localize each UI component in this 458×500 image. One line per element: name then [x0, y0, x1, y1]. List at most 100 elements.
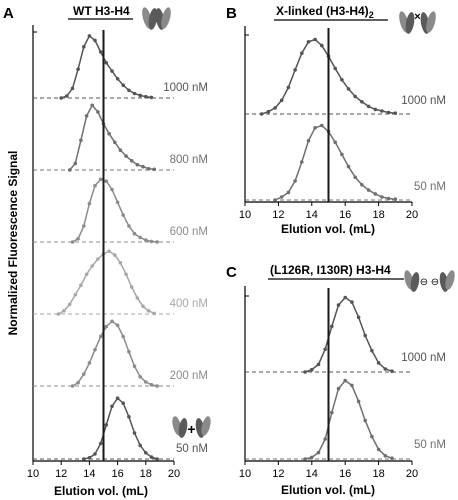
- a-data-point: [155, 457, 159, 461]
- a-data-point: [121, 334, 125, 339]
- a-data-point: [135, 296, 140, 300]
- c-data-point: [303, 370, 307, 374]
- panel-b-title-main: X-linked (H3-H4): [276, 4, 369, 18]
- c-data-point: [343, 295, 348, 300]
- a-data-point: [113, 140, 117, 145]
- repulsion-icon-2: ⊖: [431, 277, 439, 288]
- a-data-point: [84, 272, 89, 277]
- a-series-line: [72, 178, 158, 243]
- a-data-point: [90, 103, 94, 108]
- a-data-point: [149, 239, 154, 244]
- a-data-point: [155, 240, 159, 244]
- a-series-line: [58, 250, 155, 315]
- a-data-point: [87, 201, 92, 206]
- a-series-label: 800 nM: [170, 154, 208, 166]
- c-data-point: [356, 315, 361, 320]
- a-data-point: [110, 69, 114, 73]
- b-data-point: [393, 197, 398, 201]
- a-data-point: [104, 423, 109, 427]
- c-xtick-label: 16: [339, 468, 351, 480]
- c-data-point: [376, 447, 381, 452]
- a-data-point: [121, 401, 125, 406]
- a-data-point: [87, 361, 92, 365]
- b-data-point: [346, 87, 351, 91]
- a-data-point: [56, 312, 61, 316]
- plus-icon: +: [187, 421, 195, 437]
- a-data-point: [82, 224, 86, 228]
- panel-b-xticks: 10 12 14 16 18 20: [239, 202, 418, 221]
- a-data-point: [82, 372, 86, 376]
- b-data-point: [286, 85, 291, 90]
- b-data-point: [393, 111, 398, 115]
- panel-a-traces: 1000 nM 800 nM 600 nM 400 nM 200 nM 50 nM: [33, 34, 208, 461]
- mutant-dimer-icon: ⊖ ⊖: [404, 270, 455, 292]
- a-data-point: [110, 319, 114, 324]
- a-data-point: [65, 94, 69, 98]
- panel-b: B X-linked (H3-H4)2 × 10 12 14 16 18 20 Eluti…: [226, 4, 446, 236]
- b-data-point: [340, 78, 344, 82]
- b-data-point: [386, 110, 391, 115]
- b-data-point: [360, 100, 364, 104]
- a-data-point: [98, 177, 103, 182]
- c-series-label: 1000 nM: [401, 352, 446, 364]
- a-data-point: [121, 83, 125, 87]
- b-data-point: [273, 106, 277, 110]
- b-series-label: 50 nM: [414, 181, 446, 193]
- b-data-point: [373, 107, 378, 112]
- a-data-point: [118, 148, 123, 152]
- a-data-point: [104, 61, 109, 65]
- b-data-point: [320, 123, 324, 128]
- a-data-point: [62, 309, 66, 313]
- b-data-point: [313, 126, 317, 130]
- a-series-label: 200 nM: [170, 370, 208, 382]
- a-data-point: [82, 457, 86, 461]
- a-series-label: 600 nM: [170, 226, 208, 238]
- panel-c-title: (L126R, I130R) H3-H4: [270, 263, 391, 277]
- a-data-point: [96, 257, 100, 261]
- b-data-point: [293, 179, 297, 183]
- c-xtick-label: 18: [372, 468, 384, 480]
- c-data-point: [310, 455, 314, 460]
- a-xtick-label: 20: [168, 468, 180, 480]
- panel-a-xlabel: Elution vol. (mL): [54, 484, 148, 498]
- a-data-point: [67, 168, 72, 172]
- b-data-point: [353, 94, 358, 99]
- a-data-point: [144, 238, 148, 242]
- b-xtick-label: 20: [406, 209, 418, 221]
- a-data-point: [73, 161, 78, 166]
- b-data-point: [373, 192, 378, 196]
- panel-a-xticks: 10 12 14 16 18 20: [27, 461, 180, 480]
- b-data-point: [366, 188, 371, 192]
- c-series-line: [304, 296, 393, 373]
- b-data-point: [306, 40, 311, 44]
- b-xtick-label: 18: [372, 209, 384, 221]
- b-data-point: [320, 43, 324, 48]
- b-data-point: [266, 109, 271, 114]
- b-data-point: [306, 138, 311, 143]
- a-data-point: [127, 224, 131, 228]
- c-data-point: [330, 410, 334, 415]
- a-data-point: [82, 45, 86, 49]
- c-data-point: [383, 367, 388, 371]
- b-xtick-label: 16: [339, 209, 351, 221]
- a-data-point: [98, 441, 103, 446]
- c-data-point: [383, 454, 388, 458]
- b-series-label: 1000 nM: [401, 95, 446, 107]
- a-data-point: [132, 364, 137, 369]
- c-xtick-label: 20: [406, 468, 418, 480]
- a-series-line: [72, 320, 158, 387]
- a-data-point: [144, 451, 148, 455]
- b-xtick-label: 12: [272, 209, 284, 221]
- a-data-point: [138, 235, 142, 240]
- c-data-point: [390, 369, 394, 374]
- a-data-point: [127, 88, 131, 93]
- c-data-point: [363, 418, 368, 423]
- a-data-point: [73, 293, 78, 297]
- dimer-pair-icon: +: [172, 416, 211, 438]
- a-data-point: [127, 415, 131, 419]
- b-data-point: [300, 51, 304, 55]
- a-data-point: [115, 200, 120, 205]
- panel-b-traces: 1000 nM 50 nM: [245, 37, 446, 202]
- panel-b-letter: B: [226, 5, 237, 22]
